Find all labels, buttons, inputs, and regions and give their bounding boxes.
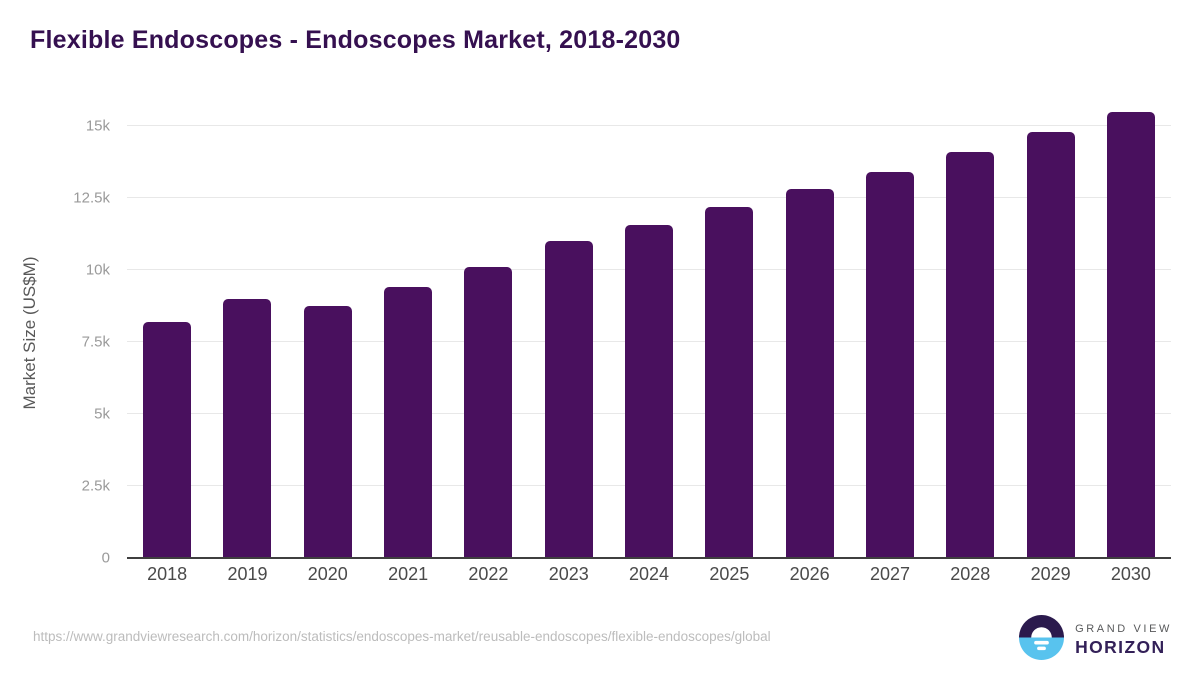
bar-2030[interactable]	[1106, 111, 1155, 558]
x-axis-labels: 2018 2019 2020 2021 2022 2023 2024 2025 2026 2027…	[127, 564, 1171, 585]
y-tick-0: 0	[101, 549, 110, 567]
source-url: https://www.grandviewresearch.com/horizo…	[33, 629, 771, 644]
logo-product-name: HORIZON	[1075, 636, 1166, 657]
chart-title: Flexible Endoscopes - Endoscopes Market,…	[30, 26, 681, 54]
bar-slot-2024	[609, 109, 689, 558]
bar-2018[interactable]	[143, 321, 192, 558]
x-tick-2026: 2026	[789, 564, 830, 584]
bar-slot-2028	[930, 109, 1010, 558]
x-tick-2028: 2028	[950, 564, 991, 584]
logo-brand-name: GRAND VIEW	[1075, 622, 1172, 635]
bar-2023[interactable]	[544, 241, 593, 558]
grandview-horizon-logo: GRAND VIEW HORIZON	[1018, 614, 1172, 666]
bar-2019[interactable]	[223, 298, 272, 558]
y-tick-15k: 15k	[85, 117, 110, 135]
bar-slot-2018	[127, 109, 207, 558]
x-tick-2023: 2023	[548, 564, 589, 584]
bar-slot-2029	[1010, 109, 1090, 558]
bar-slot-2026	[770, 109, 850, 558]
plot-area: 0 2.5k 5k 7.5k 10k 12.5k 15k	[73, 109, 1171, 567]
y-axis-title: Market Size (US$M)	[20, 256, 39, 410]
bar-slot-2019	[207, 109, 287, 558]
x-tick-2019: 2019	[227, 564, 268, 584]
bar-slot-2023	[529, 109, 609, 558]
x-tick-2021: 2021	[388, 564, 429, 584]
bar-2025[interactable]	[705, 206, 754, 558]
y-tick-2.5k: 2.5k	[81, 477, 110, 495]
x-tick-2030: 2030	[1110, 564, 1151, 584]
horizon-logo-icon	[1018, 614, 1065, 666]
bar-2028[interactable]	[946, 151, 995, 558]
x-tick-2024: 2024	[629, 564, 670, 584]
x-axis-line	[127, 557, 1171, 559]
bar-2022[interactable]	[464, 267, 513, 558]
x-tick-2020: 2020	[307, 564, 348, 584]
bar-slot-2030	[1091, 109, 1171, 558]
bar-2027[interactable]	[865, 172, 914, 558]
x-tick-2029: 2029	[1030, 564, 1071, 584]
gridline-12.5k	[127, 197, 1171, 198]
bars-row	[127, 109, 1171, 558]
y-tick-12.5k: 12.5k	[73, 189, 110, 207]
logo-text: GRAND VIEW HORIZON	[1075, 623, 1172, 658]
bar-2020[interactable]	[303, 306, 352, 558]
bar-slot-2025	[689, 109, 769, 558]
bar-slot-2022	[448, 109, 528, 558]
y-tick-10k: 10k	[85, 261, 110, 279]
x-tick-2022: 2022	[468, 564, 509, 584]
bar-2026[interactable]	[785, 189, 834, 558]
bar-2024[interactable]	[625, 225, 674, 558]
bar-slot-2027	[850, 109, 930, 558]
x-tick-2018: 2018	[147, 564, 188, 584]
bar-2021[interactable]	[384, 287, 433, 558]
bar-slot-2020	[288, 109, 368, 558]
x-tick-2025: 2025	[709, 564, 750, 584]
y-tick-5k: 5k	[94, 405, 110, 423]
bar-slot-2021	[368, 109, 448, 558]
bar-2029[interactable]	[1026, 131, 1075, 558]
x-tick-2027: 2027	[869, 564, 910, 584]
gridline-15k	[127, 125, 1171, 126]
y-tick-7.5k: 7.5k	[81, 333, 110, 351]
